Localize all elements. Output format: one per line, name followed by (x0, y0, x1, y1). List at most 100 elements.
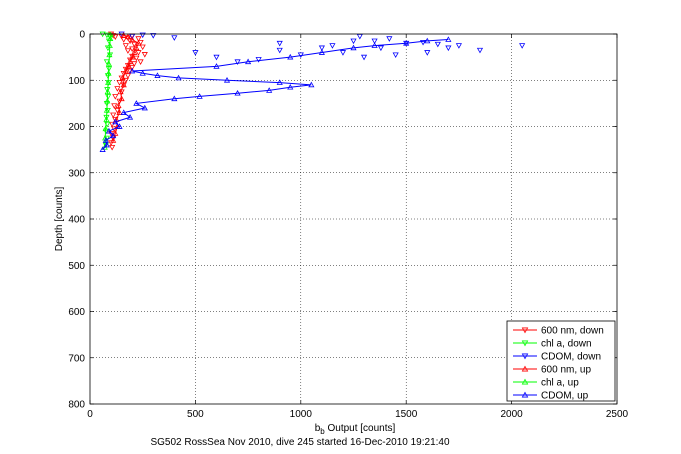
data-point (131, 49, 138, 55)
data-point (392, 52, 399, 59)
legend-swatch-marker (521, 340, 529, 347)
data-point (424, 37, 431, 44)
figure-caption: SG502 RossSea Nov 2010, dive 245 started… (150, 437, 450, 448)
data-point (139, 44, 146, 51)
data-point (104, 87, 111, 93)
legend-entry: CDOM, up (513, 391, 589, 402)
data-point (129, 36, 136, 42)
y-tick-label: 500 (68, 261, 85, 272)
data-point (154, 72, 161, 78)
data-point (115, 102, 122, 109)
data-point (105, 127, 113, 134)
data-point (403, 40, 410, 46)
data-point (107, 31, 114, 38)
data-point (445, 36, 452, 42)
data-point (119, 74, 126, 81)
data-point (110, 137, 117, 143)
y-tick-label: 0 (79, 30, 85, 41)
data-point (434, 41, 441, 48)
data-point (109, 121, 116, 128)
data-point (124, 73, 132, 79)
data-point (287, 83, 294, 90)
legend-entry: CDOM, down (513, 352, 601, 363)
data-point (424, 50, 431, 56)
y-tick-label: 600 (68, 307, 85, 318)
data-point (455, 43, 462, 49)
legend-swatch-marker (521, 391, 529, 398)
data-point (102, 125, 109, 132)
y-tick-label: 700 (68, 353, 85, 364)
data-point (350, 44, 357, 51)
data-point (114, 86, 121, 92)
x-tick-label: 2000 (500, 409, 523, 420)
data-point (120, 32, 127, 38)
data-point (377, 45, 384, 52)
data-point (112, 34, 119, 40)
legend-entry: 600 nm, down (513, 326, 604, 337)
data-series (99, 31, 526, 152)
data-point (234, 59, 241, 65)
data-point (135, 50, 142, 56)
legend-box (506, 320, 616, 402)
x-tick-label: 500 (187, 409, 204, 420)
data-point (196, 93, 203, 99)
y-tick-label: 400 (68, 215, 85, 226)
data-point (141, 104, 148, 111)
data-point (129, 46, 136, 53)
x-tick-label: 2500 (606, 409, 629, 420)
data-point (107, 35, 114, 41)
data-point (318, 49, 325, 55)
y-tick-label: 800 (68, 400, 85, 411)
data-point (122, 43, 129, 49)
data-point (112, 118, 119, 125)
series-2 (118, 31, 526, 65)
data-point (104, 73, 111, 79)
data-point (135, 40, 142, 46)
legend-entry: chl a, up (513, 378, 579, 389)
data-point (110, 112, 117, 119)
y-tick-label: 200 (68, 122, 85, 133)
data-point (339, 50, 347, 56)
data-point (122, 77, 129, 84)
data-point (116, 123, 123, 129)
data-point (133, 100, 140, 106)
data-point (171, 95, 178, 102)
data-point (360, 54, 368, 61)
legend-entry: 600 nm, up (513, 365, 591, 376)
data-point (116, 109, 123, 115)
data-point (103, 116, 110, 122)
data-point (386, 36, 393, 42)
data-point (276, 40, 283, 47)
data-point (120, 109, 127, 115)
data-point (105, 60, 113, 67)
data-point (122, 67, 129, 74)
data-point (124, 33, 132, 40)
data-point (234, 89, 241, 96)
data-point (329, 43, 336, 49)
data-point (102, 134, 109, 141)
data-point (114, 107, 121, 114)
data-point (445, 45, 452, 52)
data-point (116, 80, 123, 86)
data-point (287, 53, 294, 60)
data-point (109, 144, 116, 151)
data-point (129, 53, 136, 60)
data-point (476, 47, 484, 54)
data-point (213, 54, 220, 61)
data-point (117, 88, 124, 95)
data-point (120, 81, 127, 88)
data-point (105, 79, 112, 85)
data-point (139, 32, 146, 39)
legend-swatch-marker (521, 327, 529, 334)
legend-label: chl a, down (541, 339, 592, 350)
data-point (131, 41, 138, 48)
data-point (519, 43, 526, 49)
legend-label: CDOM, down (541, 352, 601, 363)
data-point (106, 51, 113, 58)
y-tick-label: 300 (68, 168, 85, 179)
data-point (255, 57, 262, 63)
data-point (112, 130, 119, 136)
data-point (141, 52, 148, 58)
legend-swatch-marker (521, 353, 529, 360)
data-point (150, 33, 157, 39)
